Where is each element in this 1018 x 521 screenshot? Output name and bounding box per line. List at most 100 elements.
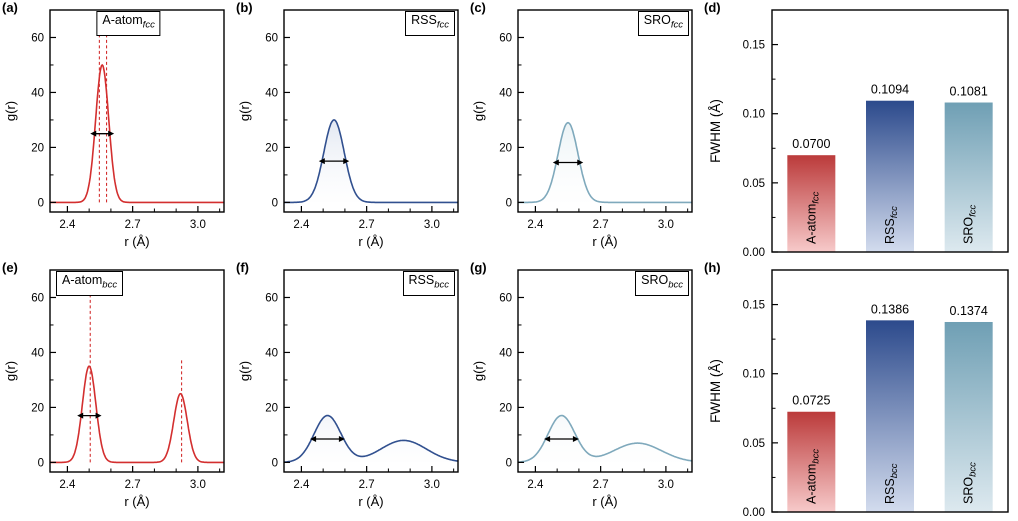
panel-f: (f) RSSbcc 2.4 2.7 3.0 0 20 40 60 r (Å) g(r) <box>234 260 468 520</box>
svg-text:g(r): g(r) <box>237 101 252 121</box>
svg-text:3.0: 3.0 <box>658 219 674 231</box>
title-subscript: fcc <box>670 19 683 31</box>
svg-text:0.05: 0.05 <box>743 438 765 450</box>
panel-letter-d: (d) <box>704 0 721 15</box>
svg-text:0.10: 0.10 <box>743 109 765 121</box>
svg-text:0: 0 <box>272 197 278 209</box>
title-text: RSS <box>408 273 435 287</box>
panel-letter-g: (g) <box>470 260 487 275</box>
svg-text:r (Å): r (Å) <box>358 234 383 249</box>
svg-text:0.15: 0.15 <box>743 40 765 52</box>
title-subscript: bcc <box>102 279 118 291</box>
svg-text:0.1081: 0.1081 <box>950 85 988 99</box>
plot-svg-b: 2.4 2.7 3.0 0 20 40 60 r (Å) g(r) <box>237 9 459 249</box>
panel-a: (a) A-atomfcc 2.4 2.7 3.0 0 20 40 60 r (Å) g(r) <box>0 0 234 260</box>
title-text: A-atom <box>102 13 143 27</box>
panel-d: (d) 0.0700 A-atomfcc 0.1094 RSSfcc 0.1081 SRO… <box>702 0 1018 260</box>
svg-text:60: 60 <box>31 292 44 304</box>
svg-text:FWHM (Å): FWHM (Å) <box>708 359 723 423</box>
svg-text:FWHM (Å): FWHM (Å) <box>708 99 723 163</box>
title-text: A-atom <box>62 273 103 287</box>
plot-svg-c: 2.4 2.7 3.0 0 20 40 60 r (Å) g(r) <box>471 9 693 249</box>
panel-b: (b) RSSfcc 2.4 2.7 3.0 0 20 40 60 r (Å) g(r) <box>234 0 468 260</box>
svg-text:2.7: 2.7 <box>593 219 609 231</box>
svg-text:40: 40 <box>265 347 278 359</box>
svg-text:3.0: 3.0 <box>658 479 674 491</box>
panel-h: (h) 0.0725 A-atombcc 0.1386 RSSbcc 0.1374 SRO… <box>702 260 1018 520</box>
svg-text:0: 0 <box>38 197 44 209</box>
svg-text:2.4: 2.4 <box>293 219 310 231</box>
plot-svg-e: 2.4 2.7 3.0 0 20 40 60 r (Å) g(r) <box>3 269 225 509</box>
title-subscript: fcc <box>142 19 155 31</box>
svg-text:0.05: 0.05 <box>743 178 765 190</box>
svg-text:20: 20 <box>31 142 44 154</box>
title-text: SRO <box>643 13 671 27</box>
svg-text:20: 20 <box>499 142 512 154</box>
svg-text:0: 0 <box>38 457 44 469</box>
svg-text:2.4: 2.4 <box>527 479 544 491</box>
svg-text:2.7: 2.7 <box>125 219 141 231</box>
svg-text:0: 0 <box>272 457 278 469</box>
panel-letter-f: (f) <box>236 260 249 275</box>
svg-text:60: 60 <box>265 292 278 304</box>
title-subscript: bcc <box>668 279 683 291</box>
svg-text:r (Å): r (Å) <box>592 494 617 509</box>
svg-text:g(r): g(r) <box>3 101 18 121</box>
title-subscript: bcc <box>434 279 449 291</box>
panel-letter-b: (b) <box>236 0 253 15</box>
panel-title-c: SROfcc <box>637 11 689 36</box>
svg-text:3.0: 3.0 <box>424 219 440 231</box>
title-subscript: fcc <box>436 19 449 31</box>
svg-text:40: 40 <box>265 87 278 99</box>
svg-text:0: 0 <box>506 457 512 469</box>
svg-text:0.10: 0.10 <box>743 369 765 381</box>
svg-text:0.1094: 0.1094 <box>871 83 909 97</box>
svg-text:2.4: 2.4 <box>59 479 76 491</box>
svg-text:r (Å): r (Å) <box>358 494 383 509</box>
svg-text:3.0: 3.0 <box>424 479 440 491</box>
panel-title-e: A-atombcc <box>56 271 124 296</box>
svg-text:40: 40 <box>499 347 512 359</box>
panel-g: (g) SRObcc 2.4 2.7 3.0 0 20 40 60 r (Å) g(r) <box>468 260 702 520</box>
svg-text:g(r): g(r) <box>3 361 18 381</box>
plot-svg-h: 0.0725A-atombcc0.1386RSSbcc0.1374SRObcc0… <box>708 269 1009 519</box>
svg-text:2.7: 2.7 <box>359 479 375 491</box>
svg-text:20: 20 <box>265 402 278 414</box>
svg-text:0.1386: 0.1386 <box>871 302 909 316</box>
svg-text:0.15: 0.15 <box>743 300 765 312</box>
svg-text:r (Å): r (Å) <box>592 234 617 249</box>
title-text: SRO <box>641 273 669 287</box>
svg-text:20: 20 <box>499 402 512 414</box>
svg-text:3.0: 3.0 <box>190 219 206 231</box>
plot-svg-a: 2.4 2.7 3.0 0 20 40 60 r (Å) g(r) <box>3 9 225 249</box>
panel-title-a: A-atomfcc <box>96 11 161 36</box>
panel-letter-e: (e) <box>2 260 18 275</box>
svg-text:g(r): g(r) <box>237 361 252 381</box>
svg-text:20: 20 <box>265 142 278 154</box>
svg-text:r (Å): r (Å) <box>124 494 149 509</box>
plot-svg-f: 2.4 2.7 3.0 0 20 40 60 r (Å) g(r) <box>237 269 459 509</box>
panel-title-b: RSSfcc <box>405 11 455 36</box>
svg-text:3.0: 3.0 <box>190 479 206 491</box>
svg-text:2.4: 2.4 <box>527 219 544 231</box>
svg-text:g(r): g(r) <box>471 361 486 381</box>
panel-letter-h: (h) <box>704 260 721 275</box>
panel-letter-c: (c) <box>470 0 486 15</box>
svg-text:60: 60 <box>265 32 278 44</box>
svg-text:0.0725: 0.0725 <box>792 394 830 408</box>
svg-text:2.7: 2.7 <box>593 479 609 491</box>
panel-e: (e) A-atombcc 2.4 2.7 3.0 0 20 40 60 r (Å) g(r) <box>0 260 234 520</box>
svg-text:60: 60 <box>499 32 512 44</box>
svg-text:g(r): g(r) <box>471 101 486 121</box>
svg-text:20: 20 <box>31 402 44 414</box>
svg-text:0.00: 0.00 <box>743 247 765 259</box>
title-text: RSS <box>411 13 437 27</box>
panel-title-g: SRObcc <box>635 271 689 296</box>
svg-text:2.7: 2.7 <box>125 479 141 491</box>
svg-text:r (Å): r (Å) <box>124 234 149 249</box>
panel-title-f: RSSbcc <box>402 271 455 296</box>
plot-svg-d: 0.0700A-atomfcc0.1094RSSfcc0.1081SROfcc0… <box>708 9 1009 259</box>
svg-text:0: 0 <box>506 197 512 209</box>
panel-letter-a: (a) <box>2 0 18 15</box>
